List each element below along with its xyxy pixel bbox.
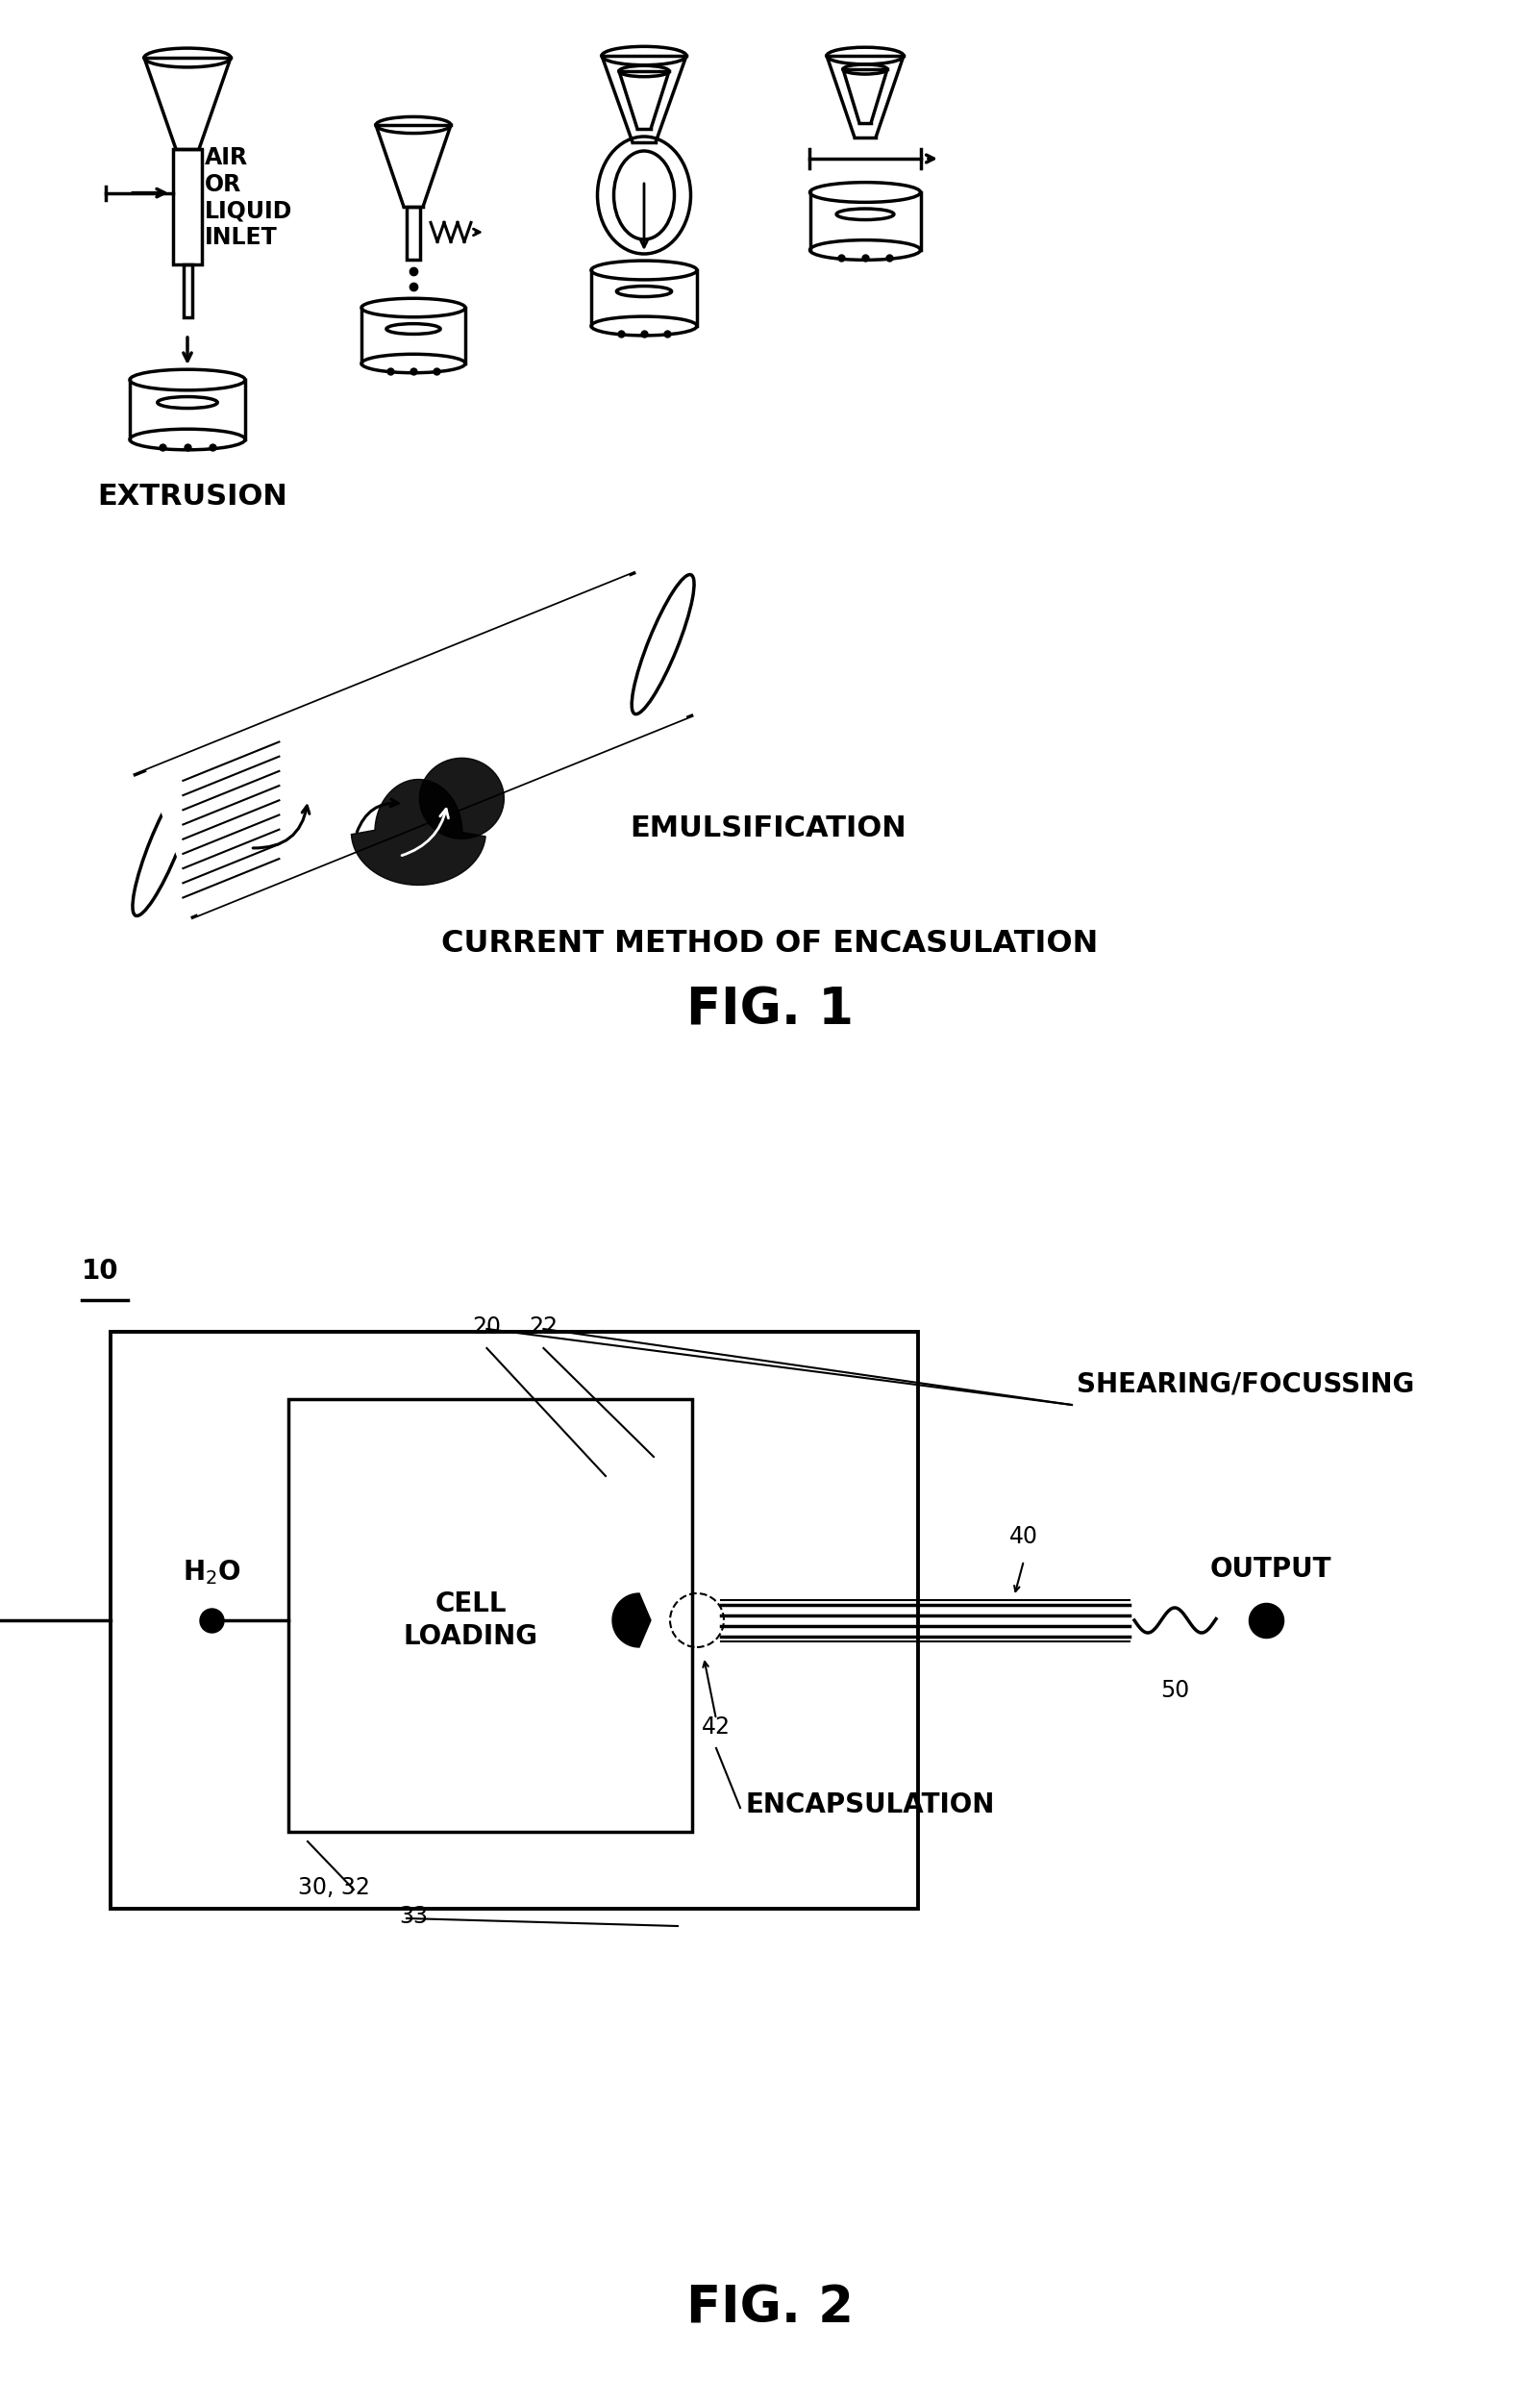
- Text: 30, 32: 30, 32: [299, 1877, 370, 1898]
- Text: CELL
LOADING: CELL LOADING: [403, 1591, 539, 1651]
- Text: FIG. 1: FIG. 1: [687, 985, 853, 1036]
- Text: 50: 50: [1160, 1680, 1189, 1701]
- Polygon shape: [613, 1593, 651, 1646]
- Bar: [407, 207, 420, 260]
- Text: 10: 10: [82, 1257, 119, 1286]
- Text: 22: 22: [530, 1314, 557, 1338]
- Text: 42: 42: [702, 1716, 730, 1737]
- Text: AIR
OR
LIQUID
INLET: AIR OR LIQUID INLET: [205, 147, 293, 250]
- Text: 20: 20: [473, 1314, 500, 1338]
- Ellipse shape: [631, 574, 695, 714]
- Polygon shape: [419, 757, 504, 839]
- Polygon shape: [351, 779, 485, 884]
- Text: EMULSIFICATION: EMULSIFICATION: [630, 815, 906, 843]
- Text: 40: 40: [1009, 1526, 1038, 1548]
- Text: EXTRUSION: EXTRUSION: [97, 483, 288, 509]
- Text: CURRENT METHOD OF ENCASULATION: CURRENT METHOD OF ENCASULATION: [442, 930, 1098, 959]
- Ellipse shape: [132, 776, 196, 916]
- Bar: [288, 1399, 691, 1831]
- Text: 33: 33: [399, 1906, 428, 1927]
- Text: OUTPUT: OUTPUT: [1210, 1555, 1332, 1584]
- Bar: [172, 149, 202, 264]
- Text: SHEARING/FOCUSSING: SHEARING/FOCUSSING: [1076, 1370, 1414, 1396]
- Bar: [111, 1331, 918, 1908]
- Text: FIG. 2: FIG. 2: [687, 2283, 853, 2333]
- Text: H$_2$O: H$_2$O: [182, 1557, 240, 1586]
- PathPatch shape: [146, 574, 687, 916]
- Text: ENCAPSULATION: ENCAPSULATION: [745, 1790, 995, 1819]
- Bar: [183, 264, 192, 317]
